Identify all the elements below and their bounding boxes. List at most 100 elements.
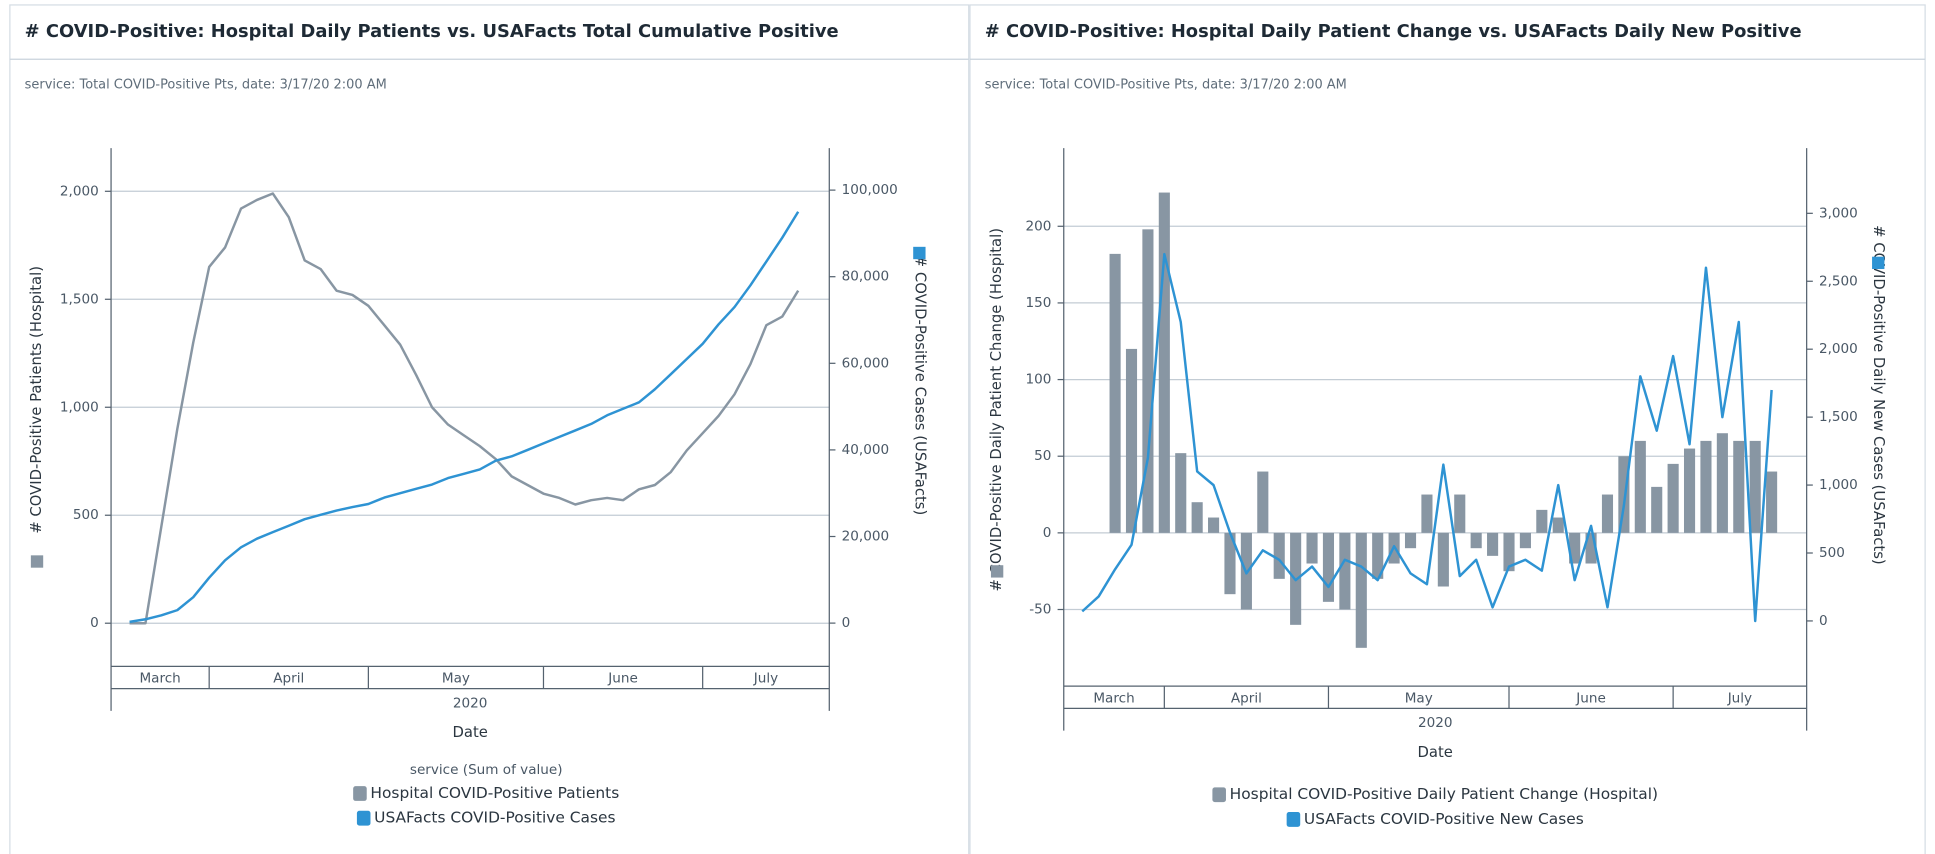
y2-tick-label: 1,500 [1819,409,1858,425]
bar [1503,532,1515,572]
bar [1109,253,1121,533]
y-tick-label: 1,000 [60,399,99,415]
y2-tick-label: 2,500 [1819,273,1858,289]
y2-axis-title: # COVID-Positive Daily New Cases (USAFac… [1870,225,1887,565]
y2-tick-label: 2,000 [1819,341,1858,357]
y2-axis-title: # COVID-Positive Cases (USAFacts) [911,255,928,515]
x-group-label: 2020 [1418,715,1453,731]
y2-tick-label: 100,000 [842,182,898,198]
x-tick-label: June [1575,690,1606,706]
bar [1142,229,1154,533]
bar [1224,532,1236,595]
legend-label: Hospital COVID-Positive Patients [370,784,619,802]
y-tick-label: 150 [1026,295,1052,311]
bar [1667,463,1679,533]
bar [1372,532,1384,579]
bar [1749,440,1761,533]
bar [1454,494,1466,533]
bar [1536,509,1548,533]
bar [1651,486,1663,533]
bar [1716,433,1728,533]
legend-label: USAFacts COVID-Positive New Cases [1304,810,1584,828]
panel-subtitle: service: Total COVID-Positive Pts, date:… [25,78,387,93]
x-group-label: 2020 [453,695,488,711]
y-tick-label: 1,500 [60,291,99,307]
x-tick-label: April [1231,690,1262,706]
line [1081,252,1773,623]
legend-label: USAFacts COVID-Positive Cases [374,809,615,827]
x-tick-label: May [1405,690,1433,706]
y-axis-title: # COVID-Positive Patients (Hospital) [28,266,45,534]
bar [1733,440,1745,533]
bar [1618,456,1630,533]
legend-title: service (Sum of value) [410,762,563,778]
x-tick-label: July [1727,690,1752,706]
bar [1766,471,1778,533]
bar [1404,532,1417,549]
y2-axis-swatch [913,246,926,260]
bar [1700,440,1712,533]
bar [1355,532,1367,648]
y-tick-label: 200 [1026,218,1052,234]
bar [1437,532,1449,587]
y2-tick-label: 0 [842,615,851,631]
bar [1601,494,1614,533]
bar [1158,192,1170,533]
bar [1339,532,1351,610]
bar [1273,532,1285,579]
y2-tick-label: 20,000 [842,529,889,545]
y-tick-label: -50 [1029,602,1051,618]
panel-frame [9,4,970,854]
bar [1322,532,1335,602]
bar [1470,532,1482,549]
x-axis-title: Date [1418,744,1453,761]
y-tick-label: 2,000 [60,183,99,199]
y2-tick-label: 500 [1819,545,1845,561]
y2-tick-label: 80,000 [842,269,889,285]
bar [1634,440,1646,533]
bar [1569,532,1581,564]
bar [1421,494,1433,533]
y-axis-title: # COVID-Positive Daily Patient Change (H… [988,228,1005,591]
bar [1175,453,1187,533]
y-axis-swatch [990,565,1004,578]
bar [1125,348,1138,533]
x-tick-label: May [442,671,470,687]
x-tick-label: March [1093,690,1134,706]
x-tick-label: July [753,671,778,687]
x-axis-title: Date [452,724,487,741]
y-axis-swatch [30,555,44,568]
y-tick-label: 50 [1034,448,1051,464]
panel-subtitle: service: Total COVID-Positive Pts, date:… [985,78,1347,93]
bar [1519,532,1531,549]
x-tick-label: March [139,671,180,687]
y2-tick-label: 60,000 [842,355,889,371]
bar [1683,448,1696,533]
y-tick-label: 0 [90,615,99,631]
y-tick-label: 0 [1043,525,1052,541]
bar [1552,517,1564,533]
y2-tick-label: 0 [1819,613,1828,629]
y2-tick-label: 3,000 [1819,205,1858,221]
y-tick-label: 500 [73,507,99,523]
line [129,192,800,625]
bar [1257,471,1269,533]
x-tick-label: June [607,671,638,687]
y2-tick-label: 1,000 [1819,477,1858,493]
legend-swatch [353,786,367,801]
legend-label: Hospital COVID-Positive Daily Patient Ch… [1230,785,1658,803]
bar [1191,502,1203,533]
bar [1306,532,1318,564]
panel-title: # COVID-Positive: Hospital Daily Patient… [25,21,839,42]
line [129,211,800,624]
bar [1208,517,1220,533]
panel-frame [969,4,1926,854]
bar [1487,532,1499,556]
y2-tick-label: 40,000 [842,442,889,458]
x-tick-label: April [273,671,304,687]
bar [1585,532,1597,564]
legend-swatch [356,810,371,826]
panel-title: # COVID-Positive: Hospital Daily Patient… [985,21,1802,42]
legend-swatch [1212,787,1226,803]
